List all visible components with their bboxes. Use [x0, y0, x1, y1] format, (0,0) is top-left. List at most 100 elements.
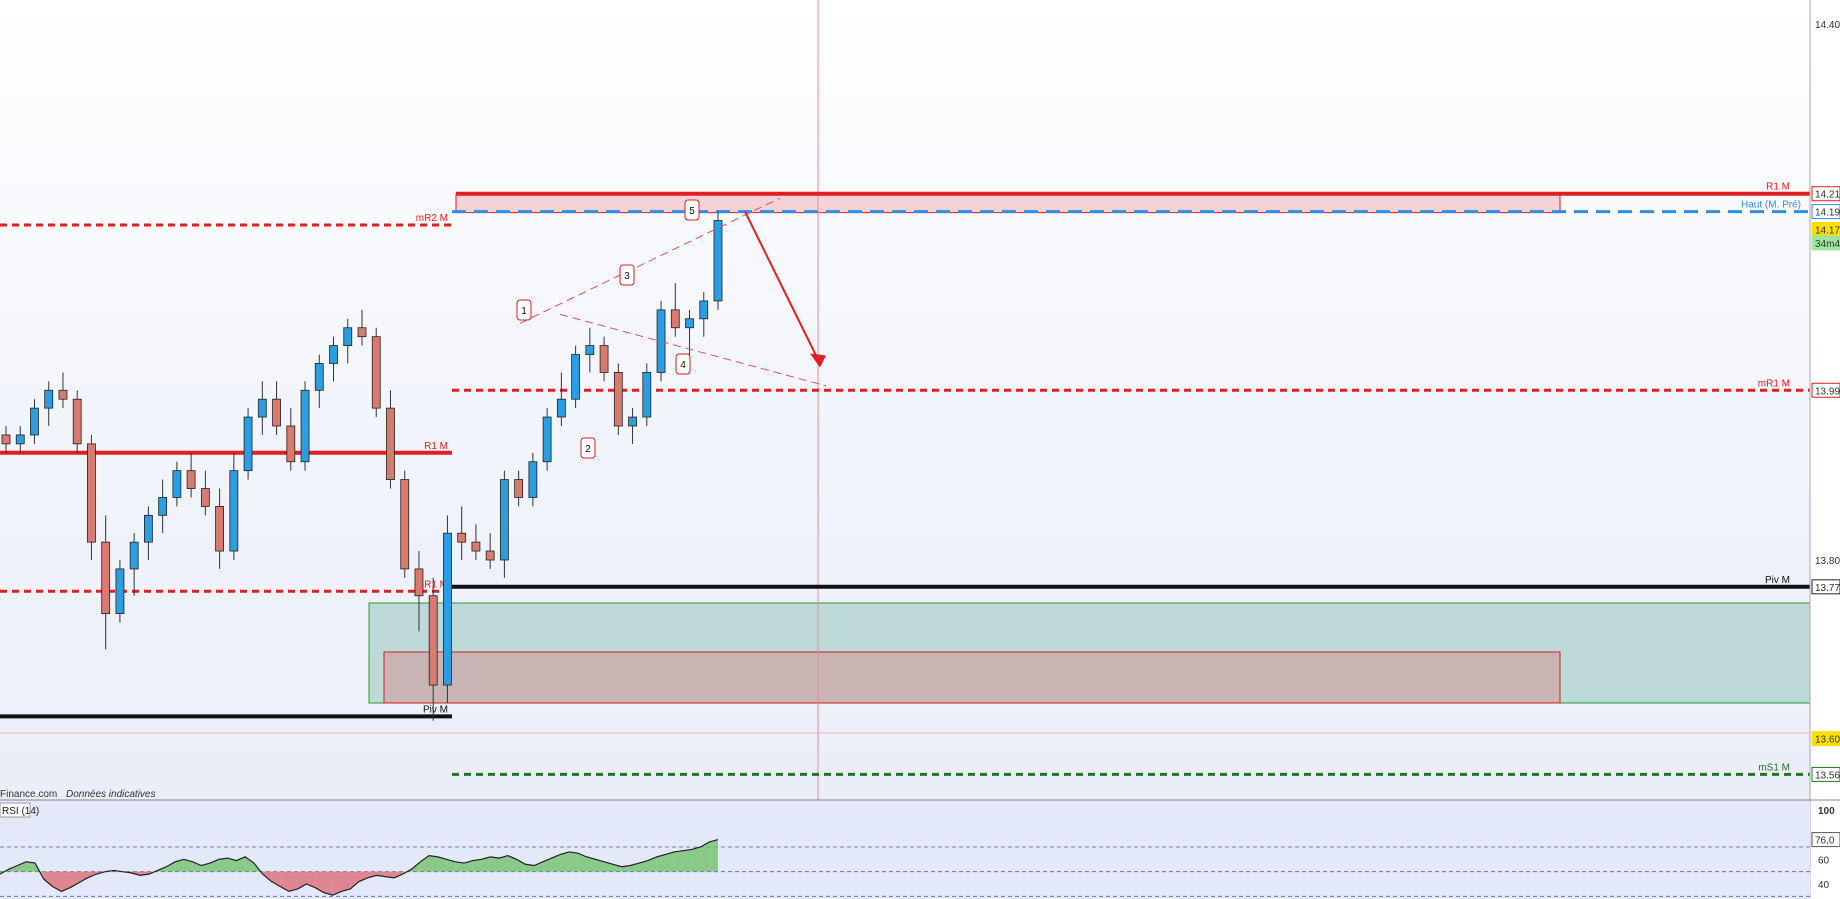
rsi-area-68: [595, 859, 605, 872]
price-tag-box-7: [1811, 731, 1840, 747]
price-tag-box-5: [1811, 382, 1840, 398]
rsi-area-59: [516, 859, 526, 872]
rsi-area-5: [43, 871, 53, 887]
rsi-area-55: [481, 856, 491, 872]
lower-wedge-line: [559, 313, 827, 387]
candle-body-34: [485, 550, 495, 561]
candle-body-35: [499, 479, 509, 561]
candle-body-33: [471, 541, 481, 552]
level-label-3: Haut (M. Pré): [1741, 200, 1801, 211]
rsi-panel-bg: [0, 800, 1810, 899]
price-tag-3: 14.17: [1815, 225, 1840, 236]
rsi-area-78: [682, 849, 692, 872]
rsi-area-54: [472, 859, 482, 872]
candle-body-28: [400, 479, 410, 570]
candle-body-25: [357, 327, 367, 338]
rsi-area-25: [218, 858, 228, 872]
candle-body-3: [44, 389, 54, 409]
price-tag-box-4: [1811, 235, 1840, 251]
rsi-area-42: [367, 871, 377, 878]
candle-body-45: [642, 371, 652, 418]
level-label-4: mR1 M: [1758, 378, 1790, 389]
rsi-area-9: [78, 871, 88, 883]
rsi-area-66: [577, 853, 587, 872]
rsi-area-27: [236, 856, 246, 872]
price-tag-1: 14.21: [1815, 190, 1840, 201]
candle-body-22: [314, 363, 324, 391]
rsi-area-63: [551, 854, 561, 872]
candle-body-5: [72, 398, 82, 445]
price-tag-7: 13.60: [1815, 735, 1840, 746]
rsi-area-79: [691, 847, 701, 872]
rsi-value-tag: 76,0: [1815, 836, 1835, 847]
candle-body-36: [514, 479, 524, 498]
candle-body-11: [158, 497, 168, 516]
candle-body-32: [457, 532, 467, 543]
candle-body-15: [215, 505, 225, 552]
rsi-line: [0, 839, 719, 896]
y-tick-0: 14.40: [1815, 20, 1840, 31]
y-tick-1: 13.80: [1815, 556, 1840, 567]
rsi-area-71: [621, 865, 631, 872]
rsi-area-7: [61, 871, 71, 892]
price-tag-2: 14.19: [1815, 208, 1840, 219]
projection-arrowhead: [810, 353, 826, 368]
candle-body-14: [200, 488, 210, 507]
price-tag-box-1: [1811, 186, 1840, 202]
rsi-area-35: [306, 871, 316, 888]
candle-body-38: [542, 416, 552, 463]
rsi-area-22: [192, 861, 202, 872]
rsi-area-41: [359, 871, 368, 882]
rsi-area-52: [455, 861, 465, 872]
price-tag-5: 13.99: [1815, 386, 1840, 397]
candle-body-17: [243, 416, 253, 472]
candle-body-42: [599, 345, 609, 373]
rsi-area-44: [385, 871, 395, 878]
rsi-area-76: [665, 851, 675, 872]
rsi-tick-2: 40: [1818, 880, 1830, 891]
level-label-2: R1 M: [1766, 182, 1790, 193]
candle-body-16: [229, 470, 239, 552]
rsi-area-67: [586, 856, 596, 872]
level-label-5: R1 M: [424, 441, 448, 452]
candle-body-21: [300, 389, 310, 463]
rsi-area-37: [323, 871, 333, 896]
rsi-area-32: [280, 871, 289, 892]
rsi-area-6: [52, 871, 62, 892]
rsi-area-20: [175, 859, 184, 872]
candle-body-9: [129, 541, 139, 570]
rsi-area-33: [288, 871, 298, 892]
candle-body-29: [414, 568, 424, 597]
rsi-area-38: [332, 871, 342, 896]
rsi-title-box: [0, 802, 31, 818]
wave-label-1: 2: [585, 444, 591, 455]
rsi-area-58: [507, 855, 517, 872]
rsi-area-60: [525, 864, 535, 872]
wave-label-3: 4: [680, 360, 686, 371]
rsi-area-3: [26, 861, 36, 872]
rsi-area-2: [17, 861, 27, 872]
rsi-area-36: [315, 871, 324, 893]
level-label-6: Piv M: [1765, 575, 1790, 586]
candle-body-44: [628, 416, 637, 427]
rsi-area-61: [534, 861, 543, 872]
candle-body-19: [272, 398, 281, 427]
rsi-area-77: [674, 850, 683, 872]
price-tag-box-2: [1811, 204, 1840, 220]
price-tag-8: 13.56: [1815, 770, 1840, 781]
candle-body-30: [428, 595, 438, 686]
projection-arrow: [744, 211, 821, 364]
candle-body-6: [87, 443, 96, 543]
rsi-area-26: [227, 858, 237, 872]
candle-body-47: [670, 309, 680, 329]
rsi-area-50: [437, 856, 447, 872]
candle-body-0: [1, 434, 11, 445]
rsi-area-49: [429, 855, 438, 872]
candle-body-50: [713, 220, 723, 302]
candle-body-37: [528, 461, 538, 498]
rsi-area-65: [569, 851, 578, 872]
price-tag-box-6: [1811, 579, 1840, 595]
candle-body-49: [699, 300, 709, 320]
